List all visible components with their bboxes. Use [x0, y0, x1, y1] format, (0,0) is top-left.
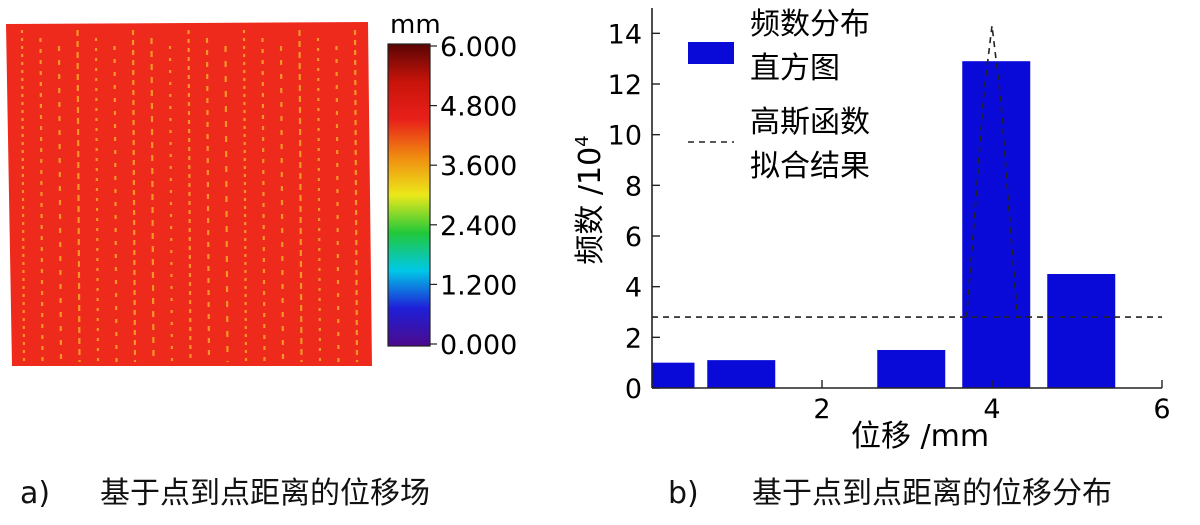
displacement-field-stripe [335, 45, 340, 363]
x-axis-label: 位移 /mm [851, 419, 989, 454]
colorbar-tick-label: 3.600 [440, 151, 517, 182]
x-tick-label: 6 [1153, 394, 1170, 425]
histogram-bar [1047, 274, 1116, 388]
colorbar-tick-label: 6.000 [440, 32, 517, 63]
x-tick-label: 4 [983, 394, 1000, 425]
displacement-field-stripe [168, 45, 174, 363]
histogram-bar [652, 362, 695, 388]
colorbar-tick-label: 0.000 [440, 330, 517, 361]
histogram-bar [877, 350, 946, 388]
y-tick-label: 10 [608, 121, 642, 152]
colorbar-tick-label: 4.800 [440, 92, 517, 123]
displacement-field-stripe [298, 29, 303, 363]
x-tick-label: 2 [813, 394, 830, 425]
y-tick-label: 4 [625, 273, 642, 304]
y-tick-label: 6 [625, 222, 642, 253]
caption-a-label: a) [20, 476, 51, 511]
colorbar-unit-label: mm [390, 10, 441, 40]
colorbar-tick-label: 1.200 [440, 270, 517, 301]
gaussian-fit-curve [965, 25, 1019, 318]
y-tick-label: 8 [625, 171, 642, 202]
histogram-bar [962, 61, 1031, 388]
chart-axes: 0 2 4 6 8 10 12 14 2 4 6 [608, 8, 1171, 425]
y-tick-label: 2 [625, 323, 642, 354]
caption-b-text: 基于点到点距离的位移分布 [752, 476, 1112, 511]
displacement-field-stripe [57, 45, 63, 363]
displacement-field-stripe [113, 45, 118, 363]
displacement-field-stripe [94, 37, 100, 363]
colorbar-ticks: 6.000 4.800 3.600 2.400 1.200 0.000 [430, 32, 517, 361]
displacement-field-panel: mm 6.000 4.800 3.600 2.400 1.200 0.000 [0, 0, 560, 400]
legend-bar-swatch [688, 42, 734, 64]
histogram-bar [707, 360, 776, 388]
legend-bar-label: 直方图 [750, 51, 840, 86]
displacement-field-stripe [150, 37, 155, 363]
displacement-field-svg: mm 6.000 4.800 3.600 2.400 1.200 0.000 [6, 10, 517, 366]
y-tick-label: 14 [608, 19, 642, 50]
histogram-bars [652, 61, 1116, 388]
legend-fit-label: 拟合结果 [750, 149, 870, 184]
displacement-field-stripes [20, 29, 359, 363]
displacement-field-stripe [76, 29, 81, 363]
displacement-field-stripe [279, 45, 285, 363]
caption-b-label: b) [668, 476, 699, 511]
displacement-field-stripe [187, 29, 192, 363]
legend-bar-label: 频数分布 [750, 7, 870, 42]
displacement-histogram-panel: 0 2 4 6 8 10 12 14 2 4 6 频数分布直方图高斯函数拟合结果 频数 /104 位… [560, 0, 1200, 470]
colorbar-tick-label: 2.400 [440, 211, 517, 242]
displacement-field-stripe [316, 37, 322, 363]
gaussian-fit [652, 25, 1162, 318]
y-tick-label: 0 [625, 374, 642, 405]
y-tick-label: 12 [608, 70, 642, 101]
caption-a-text: 基于点到点距离的位移场 [100, 476, 430, 511]
legend-fit-label: 高斯函数 [750, 105, 870, 140]
y-axis-label: 频数 /104 [572, 135, 608, 264]
colorbar [387, 43, 431, 347]
